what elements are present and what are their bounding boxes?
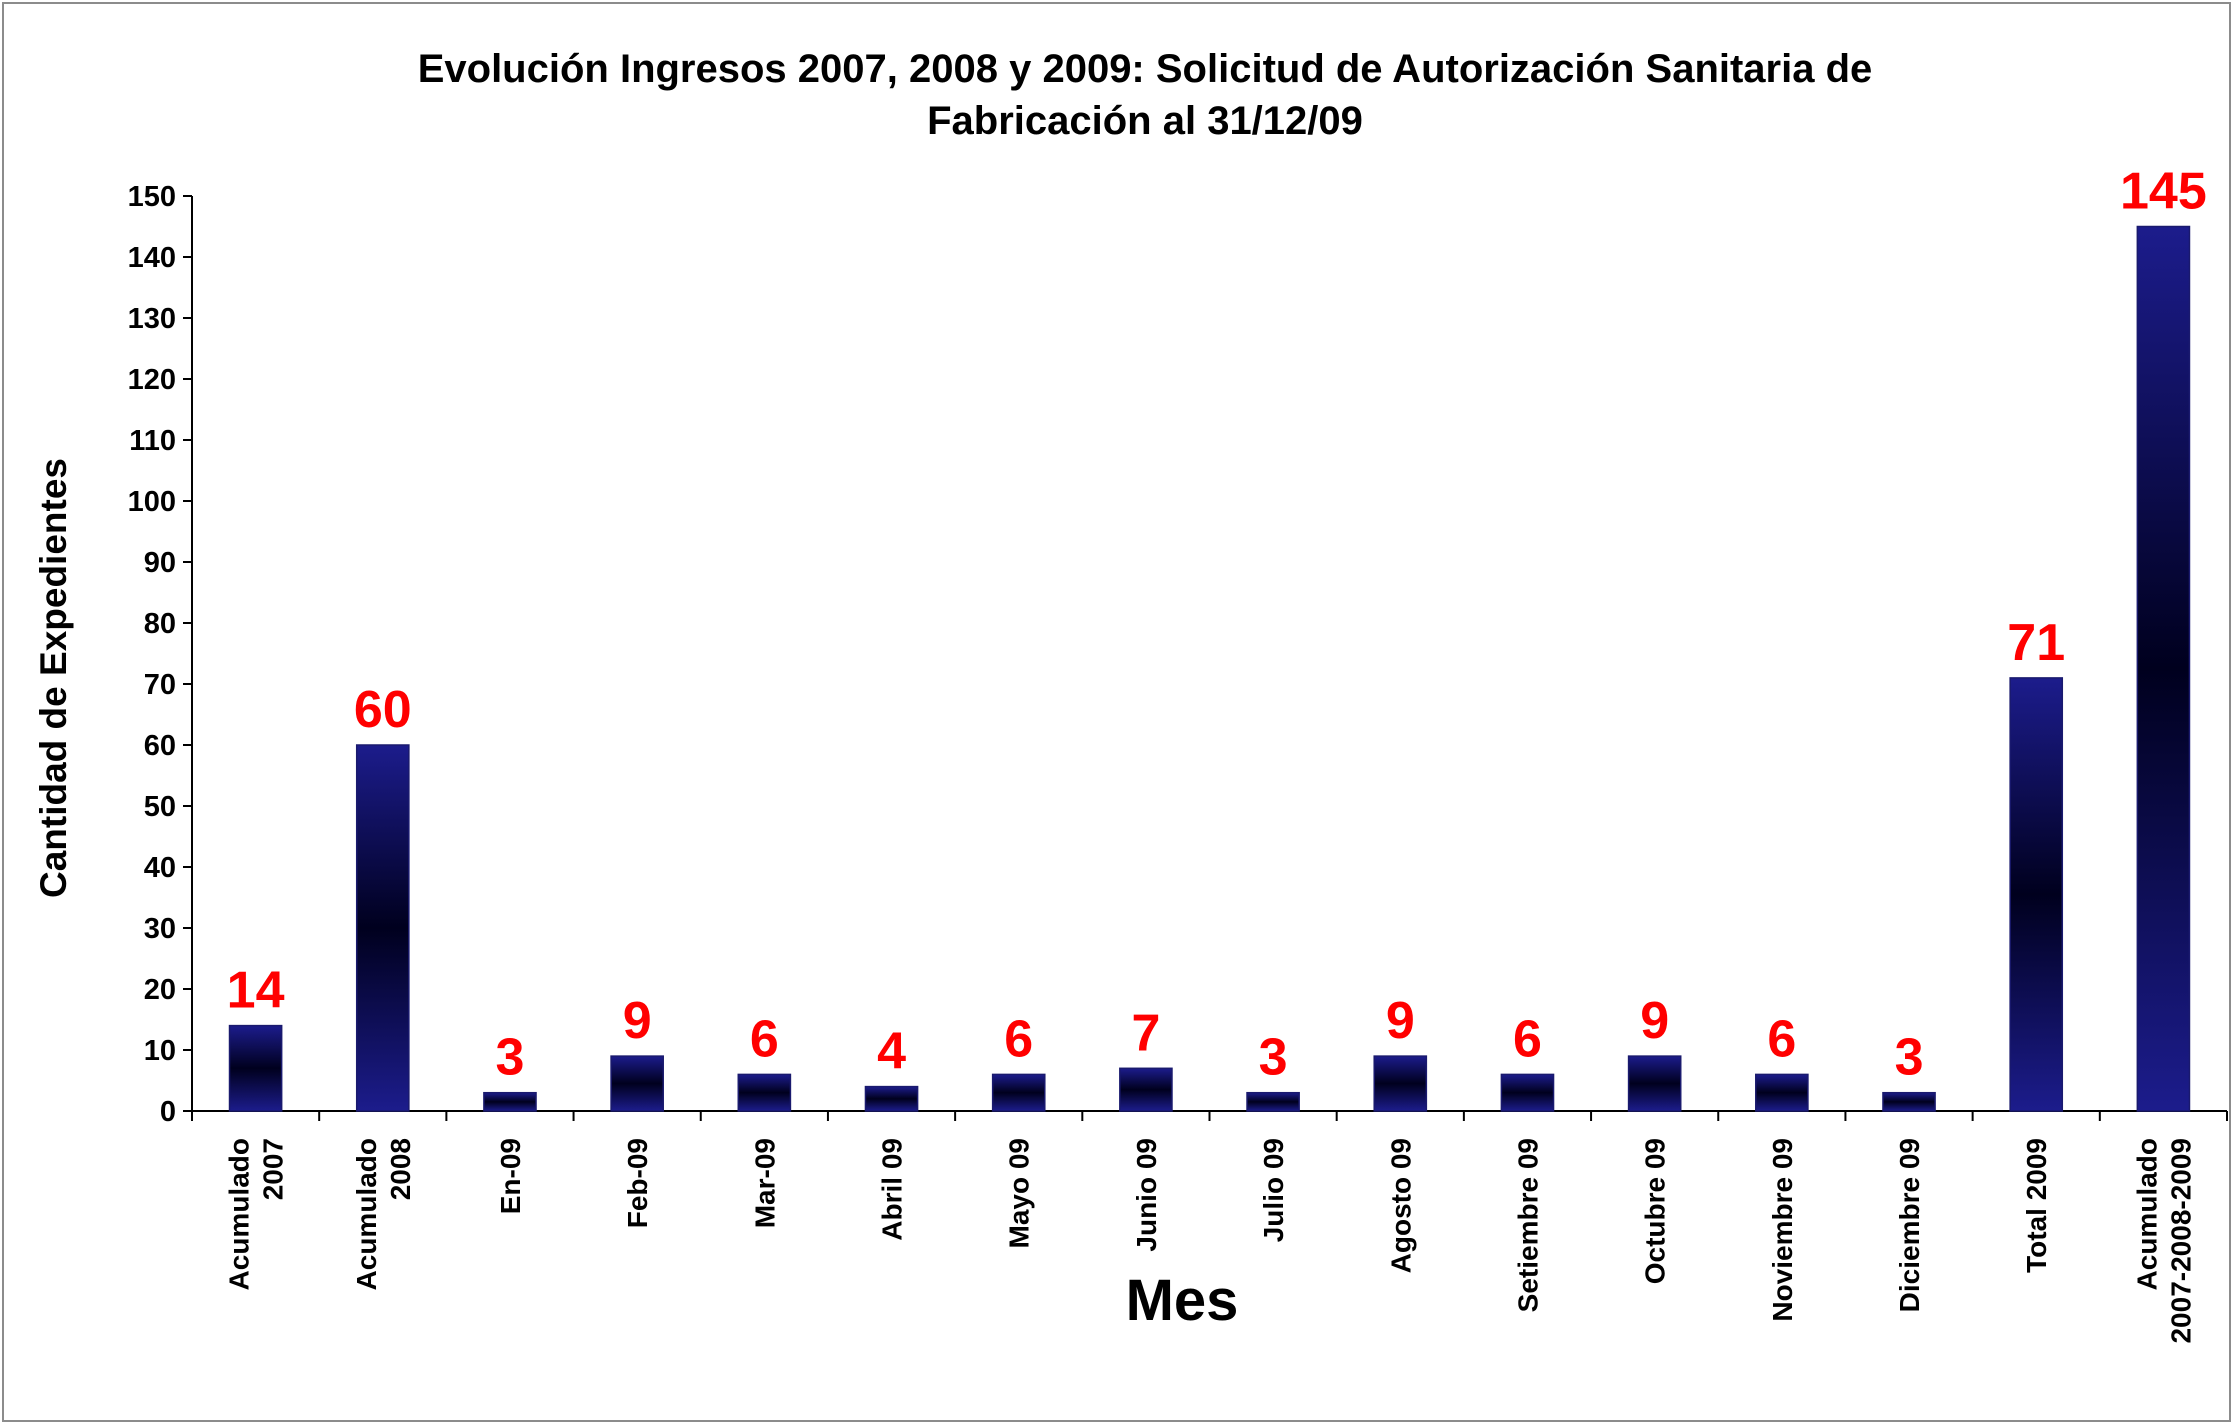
x-tick-label: Diciembre 09 — [1894, 1138, 1925, 1312]
x-tick-label-line: Total 2009 — [2021, 1138, 2052, 1273]
x-tick-label: Acumulado 2008 — [351, 1138, 416, 1290]
data-label: 3 — [496, 1029, 525, 1087]
data-label: 4 — [877, 1023, 906, 1081]
data-label: 3 — [1259, 1029, 1288, 1087]
bars — [228, 225, 2191, 1112]
x-tick-label-line: 2007-2008-2009 — [2165, 1138, 2196, 1344]
data-labels: 14 60 3 9 6 4 6 7 3 9 6 9 6 3 71 145 — [227, 163, 2207, 1087]
x-tick-label: Feb-09 — [622, 1138, 653, 1228]
bar — [1500, 1073, 1555, 1112]
x-tick-label: Noviembre 09 — [1767, 1138, 1798, 1322]
x-tick-label: Abril 09 — [877, 1138, 908, 1241]
bar — [1246, 1091, 1300, 1112]
x-tick-label: Octubre 09 — [1640, 1138, 1671, 1284]
x-tick-label: Mar-09 — [749, 1138, 780, 1228]
y-tick-label: 60 — [144, 730, 176, 762]
y-axis-label: Cantidad de Expedientes — [33, 458, 74, 898]
bar — [483, 1091, 537, 1112]
bar — [1373, 1055, 1428, 1112]
y-tick-label: 20 — [144, 974, 176, 1006]
data-label: 71 — [2007, 614, 2065, 672]
y-tick-label: 0 — [160, 1096, 176, 1128]
x-tick-label-line: Acumulado — [351, 1138, 382, 1290]
x-tick-label-line: Junio 09 — [1131, 1138, 1162, 1252]
y-tick-label: 100 — [128, 486, 176, 518]
bar — [2009, 677, 2064, 1112]
data-label: 3 — [1895, 1029, 1924, 1087]
x-tick-label: Total 2009 — [2021, 1138, 2052, 1273]
data-label: 9 — [623, 992, 652, 1050]
y-tick-label: 110 — [129, 425, 176, 457]
y-tick-label: 50 — [144, 791, 176, 823]
chart-title-line-2: Fabricación al 31/12/09 — [927, 99, 1363, 143]
bar — [1119, 1067, 1173, 1112]
data-label: 6 — [1767, 1010, 1796, 1068]
bar — [864, 1085, 919, 1112]
bar — [228, 1024, 283, 1112]
bar — [1755, 1073, 1809, 1112]
y-tick-label: 150 — [128, 181, 176, 213]
x-tick-label-line: Setiembre 09 — [1512, 1138, 1543, 1312]
chart-title-line-1: Evolución Ingresos 2007, 2008 y 2009: So… — [418, 47, 1873, 91]
x-tick-label-line: Feb-09 — [622, 1138, 653, 1228]
data-label: 6 — [750, 1010, 779, 1068]
x-tick-label-line: 2007 — [258, 1138, 289, 1200]
x-tick-label: Mayo 09 — [1004, 1138, 1035, 1249]
axes — [183, 195, 2228, 1121]
y-tick-label: 30 — [144, 913, 176, 945]
x-tick-label-line: En-09 — [495, 1138, 526, 1214]
x-tick-label: Acumulado 2007 — [224, 1138, 289, 1290]
y-tick-label: 120 — [128, 364, 176, 396]
x-tick-label-line: Acumulado — [2131, 1138, 2162, 1290]
x-tick-label-line: Agosto 09 — [1385, 1138, 1416, 1273]
x-tick-label-line: 2008 — [385, 1138, 416, 1200]
y-tick-label: 90 — [144, 547, 176, 579]
x-tick-label-line: Abril 09 — [877, 1138, 908, 1241]
x-tick-label-line: Noviembre 09 — [1767, 1138, 1798, 1322]
y-tick-label: 80 — [144, 608, 176, 640]
data-label: 14 — [227, 962, 285, 1020]
bar — [355, 744, 410, 1112]
bar — [991, 1073, 1046, 1112]
y-tick-label: 10 — [144, 1035, 176, 1067]
data-label: 145 — [2120, 163, 2207, 221]
bar — [1882, 1091, 1936, 1112]
y-tick-label: 40 — [144, 852, 176, 884]
x-tick-label: Julio 09 — [1258, 1138, 1289, 1242]
x-tick-label-line: Mayo 09 — [1004, 1138, 1035, 1249]
x-tick-label: En-09 — [495, 1138, 526, 1214]
y-tick-label: 70 — [144, 669, 176, 701]
bar — [610, 1055, 664, 1112]
x-tick-label-line: Julio 09 — [1258, 1138, 1289, 1242]
data-label: 6 — [1513, 1010, 1542, 1068]
data-label: 6 — [1004, 1010, 1033, 1068]
data-label: 7 — [1131, 1004, 1160, 1062]
data-label: 60 — [354, 681, 412, 739]
chart-title: Evolución Ingresos 2007, 2008 y 2009: So… — [418, 47, 1873, 143]
x-tick-label-line: Mar-09 — [749, 1138, 780, 1228]
x-tick-label: Agosto 09 — [1385, 1138, 1416, 1273]
x-tick-label-line: Diciembre 09 — [1894, 1138, 1925, 1312]
bar — [1627, 1055, 1682, 1112]
x-tick-label-line: Acumulado — [224, 1138, 255, 1290]
x-tick-label: Junio 09 — [1131, 1138, 1162, 1252]
bar — [2136, 225, 2191, 1112]
data-label: 9 — [1640, 992, 1669, 1050]
data-label: 9 — [1386, 992, 1415, 1050]
bar — [737, 1073, 792, 1112]
tick-labels: 0 10 20 30 40 50 60 70 80 90 100 110 120 130 140 150 Acu… — [128, 181, 2197, 1344]
y-tick-label: 130 — [128, 303, 176, 335]
y-tick-label: 140 — [128, 242, 176, 274]
x-tick-label-line: Octubre 09 — [1640, 1138, 1671, 1284]
x-axis-label: Mes — [1126, 1268, 1239, 1333]
x-tick-label: Acumulado 2007-2008-2009 — [2131, 1138, 2196, 1344]
x-tick-label: Setiembre 09 — [1512, 1138, 1543, 1312]
